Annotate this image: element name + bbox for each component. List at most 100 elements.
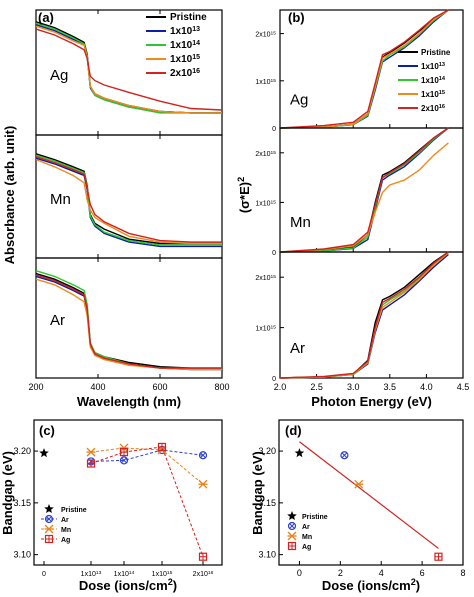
panel-c-xtick-label: 0 [42, 571, 46, 578]
panel-b-legend-entry: 1x1014 [421, 76, 446, 85]
panel-c-xlabel: Dose (ions/cm2) [79, 577, 177, 593]
panel-c-xtick-label: 1x1013 [81, 570, 102, 579]
panel-c-point-ag [86, 459, 96, 468]
panel-d-legend-marker [287, 521, 297, 531]
panel-b-xtick-label: 4.0 [420, 382, 433, 392]
panel-b-frame-mn [279, 127, 464, 253]
panel-c-dashed-line-ag [90, 446, 204, 557]
panel-c-dashed-line-mn [90, 447, 204, 485]
panel-a-xlabel: Wavelength (nm) [77, 394, 181, 409]
panel-a-legend-entry: 1x1014 [170, 40, 200, 52]
panel-a-legend-entry: Pristine [170, 12, 207, 23]
panel-c-legend-marker [44, 524, 54, 534]
panel-b-ytick-label: 2x1015 [255, 30, 276, 39]
panel-a-xtick-label: 800 [214, 382, 229, 392]
panel-b-xlabel: Photon Energy (eV) [311, 394, 432, 409]
panel-d-ylabel: Bandgap (eV) [250, 451, 265, 535]
panel-b-ylabel: (σ*E)2 [236, 177, 252, 213]
panel-d-label: (d) [285, 423, 302, 438]
panel-b-xtick-label: 2.5 [310, 382, 323, 392]
panel-b-ytick-label: 2x1015 [255, 149, 276, 158]
panel-b-ytick-label: 0 [272, 376, 276, 383]
panel-a-xtick-label: 600 [152, 382, 167, 392]
panel-d-legend-marker [287, 511, 297, 520]
panel-c-dashed-line-ar [90, 449, 204, 462]
panel-a-element-label: Mn [50, 191, 71, 208]
panel-c-legend-entry: Mn [61, 527, 71, 534]
panel-d-xtick-label: 6 [420, 568, 425, 578]
panel-c-point-mn [119, 443, 129, 453]
panel-a-ylabel: Absorbance (arb. unit) [2, 126, 17, 265]
panel-a-label: (a) [38, 10, 54, 25]
panel-b-xtick-label: 4.5 [457, 382, 470, 392]
panel-d-point-ag [434, 552, 443, 561]
panel-d-point-ar [340, 451, 349, 460]
panel-b-legend-entry: 1x1013 [421, 62, 445, 71]
panel-a-element-label: Ar [50, 312, 65, 329]
panel-d-frame [278, 419, 464, 566]
panel-b-ytick-label: 2x1015 [255, 274, 276, 283]
panel-c-legend-marker [44, 534, 54, 544]
panel-b-element-label: Mn [290, 214, 311, 231]
panel-d-xtick-label: 2 [338, 568, 343, 578]
panel-a-element-label: Ag [50, 67, 68, 84]
panel-c-point-ag [157, 442, 167, 452]
panel-a-legend-entry: 1x1015 [170, 54, 200, 66]
panel-b-ytick-label: 0 [272, 250, 276, 257]
panel-b-ytick-label: 0 [272, 126, 276, 133]
panel-c-point-mn [198, 479, 208, 489]
panel-b-element-label: Ag [290, 91, 308, 108]
panel-a-series-line-3 [35, 25, 222, 114]
panel-a-xtick-label: 200 [28, 382, 43, 392]
panel-d-legend-entry: Ar [302, 524, 310, 531]
panel-b-legend-entry: 2x1016 [421, 104, 445, 113]
panel-c-legend-entry: Pristine [61, 507, 87, 514]
panel-c-point-mn [86, 447, 96, 457]
panel-b-frame-ar [279, 251, 464, 379]
panel-a-legend-entry: 1x1013 [170, 26, 200, 38]
panel-b-xtick-label: 2.0 [274, 382, 287, 392]
panel-a-frame-ar [35, 257, 223, 379]
panel-c-point-pristine [39, 448, 49, 458]
panel-c-point-ag [119, 448, 129, 457]
panel-c-point-ag [198, 552, 208, 561]
panel-c-point-ar [198, 451, 208, 460]
panel-d-ytick-label: 3.15 [258, 498, 276, 508]
panel-d-fit-line [299, 441, 439, 549]
panel-b-element-label: Ar [290, 340, 305, 357]
panel-d-point-mn [354, 479, 364, 489]
panel-d-xtick-label: 0 [297, 568, 302, 578]
panel-d-xtick-label: 8 [460, 568, 465, 578]
panel-d-legend-marker [287, 531, 297, 541]
panel-c-ytick-label: 3.20 [13, 446, 31, 456]
panel-c-xtick-label: 2x1016 [193, 570, 214, 579]
panel-c-label: (c) [39, 423, 55, 438]
panel-a-series-line-4 [35, 28, 223, 111]
panel-b-series-line-4 [279, 127, 449, 253]
panel-b-series-line-0 [279, 127, 449, 253]
panel-c-ytick-label: 3.10 [13, 550, 31, 560]
panel-c-frame [33, 419, 223, 566]
panel-b-ytick-label: 1x1015 [255, 77, 276, 86]
panel-b-legend-entry: Pristine [421, 48, 451, 57]
panel-a-series-line-3 [35, 158, 222, 245]
panel-d-legend-entry: Mn [302, 534, 312, 541]
panel-d-ytick-label: 3.10 [258, 550, 276, 560]
panel-d-legend-marker [287, 541, 297, 551]
panel-c-ytick-label: 3.15 [13, 498, 31, 508]
panel-c-legend-entry: Ag [61, 537, 70, 544]
panel-d-point-pristine [294, 448, 305, 458]
panel-b-ytick-label: 1x1015 [255, 324, 276, 333]
panel-d-xtick-label: 4 [379, 568, 384, 578]
panel-d-legend-entry: Ag [302, 544, 311, 551]
panel-b-series-line-4 [279, 9, 449, 129]
panel-a-legend-entry: 2x1016 [170, 68, 200, 80]
panel-b-series-line-0 [279, 251, 449, 379]
panel-c-legend-entry: Ar [61, 517, 69, 524]
panel-c-legend-marker [44, 514, 54, 524]
panel-c-xtick-label: 1x1015 [152, 570, 173, 579]
panel-d-ytick-label: 3.20 [258, 446, 276, 456]
panel-a-xtick-label: 400 [90, 382, 105, 392]
panel-a-series-line-4 [35, 156, 222, 243]
